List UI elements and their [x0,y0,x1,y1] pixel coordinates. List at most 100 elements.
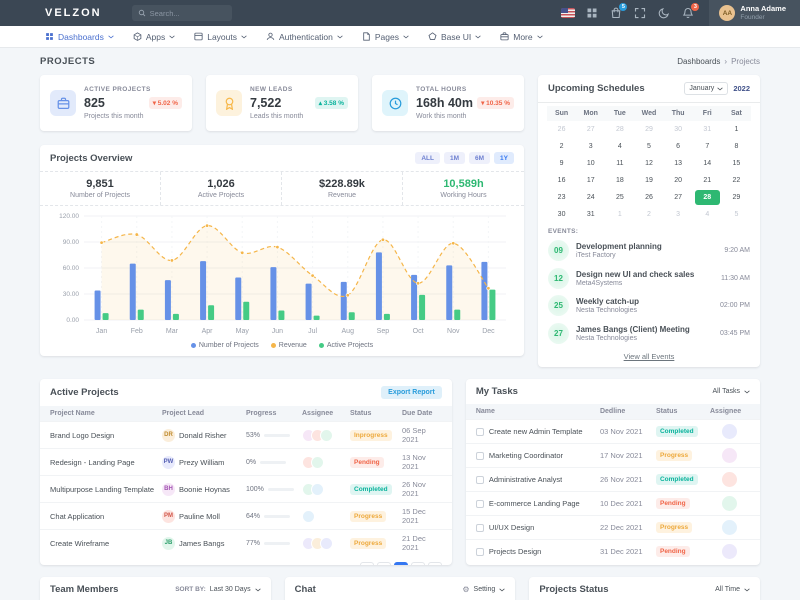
calendar-day[interactable]: 29 [645,126,653,133]
apps-grid-button[interactable] [584,6,599,21]
calendar-day[interactable]: 4 [705,211,710,218]
calendar-day[interactable]: 22 [732,177,741,184]
notifications-button[interactable]: 3 [680,2,700,21]
range-button-1y[interactable]: 1Y [494,152,514,164]
calendar-day[interactable]: 19 [645,177,653,184]
user-menu[interactable]: AA Anna Adame Founder [709,0,800,26]
nav-item-more[interactable]: More [500,32,543,42]
calendar-day[interactable]: 8 [734,143,739,150]
nav-item-dashboards[interactable]: Dashboards [45,32,114,42]
task-checkbox[interactable] [475,523,484,532]
calendar-day[interactable]: 12 [645,160,653,167]
weekday-label: Tue [605,106,635,121]
calendar-day[interactable]: 26 [645,194,653,201]
month-select[interactable]: January [684,82,729,95]
calendar-day[interactable]: 20 [674,177,683,184]
calendar-day[interactable]: 26 [557,126,566,133]
chat-settings-dropdown[interactable]: ⚙ Setting [462,585,505,594]
dark-mode-button[interactable] [656,6,671,21]
pagination-page-1[interactable]: 1 [376,562,391,565]
calendar-day[interactable]: 17 [586,177,595,184]
nav-item-apps[interactable]: Apps [133,32,175,42]
event-day: 27 [548,322,569,344]
moon-icon [658,8,669,19]
calendar-day[interactable]: 6 [676,143,681,150]
event-day: 25 [548,295,569,316]
load-more-link[interactable]: Load More [466,563,760,565]
status-cell: Pending [350,456,398,468]
calendar-day-selected[interactable]: 28 [694,190,720,205]
calendar-day[interactable]: 9 [559,160,564,167]
calendar-day[interactable]: 2 [647,211,651,218]
range-button-1m[interactable]: 1M [443,152,466,164]
task-checkbox[interactable] [475,499,484,508]
calendar-day[interactable]: 23 [557,194,566,201]
calendar-day[interactable]: 5 [734,211,739,218]
calendar-day[interactable]: 30 [674,126,683,133]
calendar-day[interactable]: 27 [674,194,683,201]
view-all-events-link[interactable]: View all Events [623,352,675,361]
award-icon [216,90,242,116]
calendar-day[interactable]: 15 [732,160,741,167]
language-flag-button[interactable] [560,6,575,21]
calendar-day[interactable]: 31 [703,126,712,133]
calendar-day[interactable]: 1 [734,126,739,133]
range-button-all[interactable]: ALL [415,152,440,164]
pagination-page-2[interactable]: 2 [393,562,408,565]
calendar-day[interactable]: 3 [676,211,681,218]
progress-percent: 64% [246,512,261,520]
legend-item-revenue: Revenue [270,342,307,349]
calendar-day[interactable]: 16 [557,177,566,184]
calendar-day[interactable]: 11 [616,160,624,167]
range-button-6m[interactable]: 6M [469,152,491,164]
task-checkbox[interactable] [475,427,484,436]
fullscreen-button[interactable] [632,6,647,21]
calendar-day[interactable]: 29 [732,194,741,201]
calendar-day[interactable]: 21 [703,177,712,184]
status-badge: Progress [655,522,693,533]
pagination-page-3[interactable]: 3 [410,562,425,565]
breadcrumb-root-link[interactable]: Dashboards [677,57,721,66]
calendar-day[interactable]: 1 [617,211,622,218]
nav-item-label: Apps [145,31,166,42]
nav-item-authentication[interactable]: Authentication [266,32,343,42]
calendar-day[interactable]: 5 [647,143,651,150]
calendar-day[interactable]: 14 [703,160,712,167]
search-input[interactable] [149,8,226,18]
tasks-filter-dropdown[interactable]: All Tasks [712,388,750,395]
calendar-day[interactable]: 7 [705,143,710,150]
pagination-next[interactable]: → [427,562,442,565]
task-checkbox[interactable] [475,547,484,556]
calendar-day[interactable]: 3 [588,143,593,150]
pagination-prev[interactable]: ← [359,562,374,565]
nav-item-layouts[interactable]: Layouts [194,32,247,42]
calendar-day[interactable]: 30 [557,211,566,218]
nav-item-pages[interactable]: Pages [362,32,409,42]
export-report-button[interactable]: Export Report [381,386,442,399]
progress-cell: 53% [246,432,298,439]
cart-button[interactable]: 5 [608,2,628,21]
task-assignee [710,520,750,535]
calendar-day[interactable]: 28 [615,126,624,133]
task-checkbox[interactable] [475,451,484,460]
team-sort-dropdown[interactable]: SORT BY: Last 30 Days [175,586,261,593]
calendar-day[interactable]: 13 [674,160,683,167]
weekday-label: Sat [721,106,751,121]
summary-number-of-projects: 9,851 Number of Projects [40,172,161,205]
due-date: 15 Dec 2021 [402,507,426,525]
search-box[interactable] [131,5,232,21]
calendar-day[interactable]: 25 [615,194,624,201]
task-checkbox[interactable] [475,475,484,484]
calendar-day[interactable]: 2 [559,143,564,150]
task-deadline: 03 Nov 2021 [599,427,643,436]
calendar-day[interactable]: 18 [615,177,624,184]
calendar-day[interactable]: 4 [617,143,622,150]
calendar-day[interactable]: 27 [586,126,595,133]
summary-value: 9,851 [86,178,114,190]
calendar-day[interactable]: 31 [586,211,595,218]
status-filter-dropdown[interactable]: All Time [715,586,750,593]
nav-item-base-ui[interactable]: Base UI [428,32,481,42]
calendar-day[interactable]: 10 [586,160,595,167]
status-cell: Progress [350,537,398,549]
calendar-day[interactable]: 24 [586,194,595,201]
